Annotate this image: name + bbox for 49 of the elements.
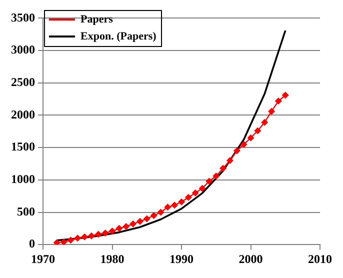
point (150, 212, 158, 219)
point (212, 172, 220, 180)
point (108, 228, 116, 235)
y-tick-label: 0 (29, 236, 35, 251)
point (53, 239, 60, 245)
point (136, 218, 144, 225)
point (94, 230, 102, 238)
point (122, 222, 130, 230)
point (102, 229, 109, 236)
point (60, 238, 68, 245)
point (220, 164, 227, 172)
point (143, 215, 150, 222)
point (206, 178, 213, 185)
point (198, 184, 206, 192)
point (81, 233, 88, 240)
point (164, 204, 172, 211)
x-tick-label: 1980 (100, 252, 124, 266)
legend-label: Papers (80, 13, 114, 26)
x-tick-label: 2000 (238, 252, 263, 266)
point (254, 127, 262, 134)
point (171, 202, 178, 209)
point (247, 134, 254, 142)
point (261, 118, 268, 126)
point (282, 92, 289, 99)
y-tick-label: 500 (17, 204, 35, 218)
point (67, 236, 74, 244)
point (130, 220, 137, 228)
point (226, 157, 234, 164)
point (233, 147, 240, 154)
y-tick-label: 2000 (11, 107, 35, 122)
point (240, 140, 248, 148)
y-tick-label: 3000 (11, 42, 35, 57)
y-tick-label: 3500 (11, 10, 35, 24)
point (192, 189, 199, 196)
legend-label: Expon. (Papers) (80, 30, 157, 42)
point (74, 234, 82, 242)
point (178, 198, 185, 206)
y-tick-label: 2500 (11, 74, 35, 89)
point (268, 108, 276, 115)
x-tick-label: 1970 (31, 252, 55, 266)
point (184, 194, 192, 201)
y-tick-label: 1500 (11, 140, 35, 154)
x-tick-label: 2010 (308, 252, 332, 266)
point (88, 232, 95, 240)
point (274, 98, 282, 104)
y-tick-label: 1000 (11, 172, 35, 186)
point (157, 208, 164, 216)
point (116, 224, 123, 232)
x-tick-label: 1990 (170, 252, 194, 266)
